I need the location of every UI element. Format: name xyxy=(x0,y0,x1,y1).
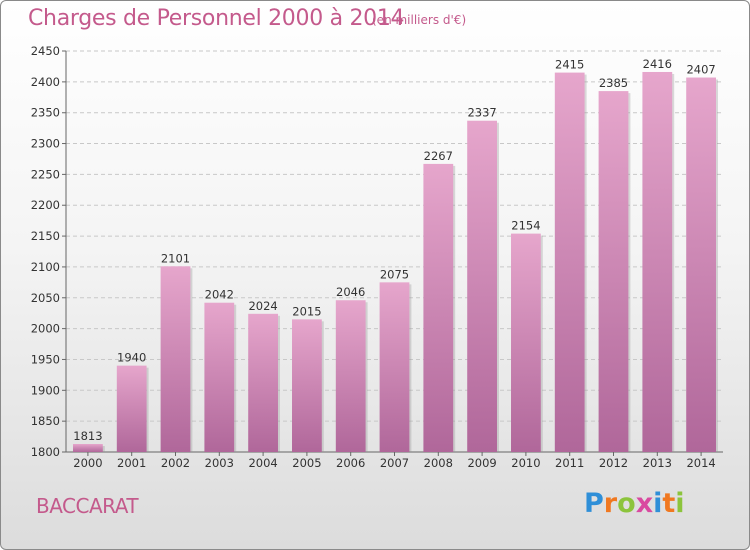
bar xyxy=(292,319,322,452)
y-tick-label: 2200 xyxy=(31,198,60,212)
bar-value-label: 2024 xyxy=(248,299,277,313)
bar-value-label: 2385 xyxy=(599,76,628,90)
y-tick-label: 1900 xyxy=(31,383,60,397)
bar xyxy=(423,163,454,453)
bar-value-label: 2075 xyxy=(380,267,409,281)
y-tick-label: 2050 xyxy=(31,291,60,305)
bar xyxy=(686,77,716,452)
bar-value-label: 2407 xyxy=(686,63,715,77)
bar xyxy=(248,313,278,452)
chart-unit: (en milliers d'€) xyxy=(372,13,467,27)
bar xyxy=(642,71,673,452)
proxiti-logo: Proxiti xyxy=(584,488,685,519)
bar-value-label: 2415 xyxy=(555,58,584,72)
bar xyxy=(379,282,410,452)
y-tick-label: 2150 xyxy=(31,229,60,243)
y-tick-label: 1850 xyxy=(31,414,60,428)
bar xyxy=(73,443,103,452)
bar-value-label: 2416 xyxy=(643,57,672,71)
x-tick-label: 2002 xyxy=(161,456,190,470)
logo-letter: x xyxy=(635,488,654,519)
logo-letter: t xyxy=(662,488,676,519)
x-tick-label: 2004 xyxy=(248,456,277,470)
y-tick-label: 2000 xyxy=(31,322,60,336)
x-tick-label: 2011 xyxy=(555,456,584,470)
logo-letter: i xyxy=(675,488,685,519)
x-tick-label: 2014 xyxy=(686,456,715,470)
x-tick-label: 2000 xyxy=(73,456,102,470)
bar xyxy=(204,302,235,452)
bar-value-label: 2015 xyxy=(292,304,321,318)
commune-name: BACCARAT xyxy=(36,494,139,518)
y-tick-label: 2100 xyxy=(31,260,60,274)
bar-value-label: 1813 xyxy=(73,429,102,443)
bar-value-label: 2046 xyxy=(336,285,365,299)
logo-letter: i xyxy=(653,488,663,519)
bar xyxy=(554,72,585,452)
bar-value-label: 1940 xyxy=(117,351,146,365)
bar xyxy=(467,120,497,452)
bar xyxy=(116,365,147,452)
y-tick-label: 2400 xyxy=(31,75,60,89)
x-tick-label: 2008 xyxy=(424,456,453,470)
bar xyxy=(598,91,629,452)
x-tick-label: 2006 xyxy=(336,456,365,470)
x-tick-label: 2009 xyxy=(467,456,496,470)
x-tick-label: 2003 xyxy=(205,456,234,470)
logo-letter: r xyxy=(603,488,618,519)
x-tick-label: 2007 xyxy=(380,456,409,470)
bar-value-label: 2337 xyxy=(467,106,496,120)
y-tick-label: 1800 xyxy=(31,445,60,459)
x-tick-label: 2005 xyxy=(292,456,321,470)
y-tick-label: 2450 xyxy=(31,44,60,58)
bar-value-label: 2154 xyxy=(511,219,540,233)
logo-letter: P xyxy=(584,488,604,519)
bar xyxy=(511,233,541,452)
x-tick-label: 2012 xyxy=(599,456,628,470)
y-tick-label: 1950 xyxy=(31,352,60,366)
x-tick-label: 2013 xyxy=(643,456,672,470)
x-tick-label: 2001 xyxy=(117,456,146,470)
bar-value-label: 2101 xyxy=(161,251,190,265)
bar-value-label: 2042 xyxy=(205,288,234,302)
y-tick-label: 2350 xyxy=(31,106,60,120)
chart-title: Charges de Personnel 2000 à 2014 xyxy=(28,6,405,31)
bar xyxy=(160,266,191,452)
y-tick-label: 2250 xyxy=(31,167,60,181)
y-tick-label: 2300 xyxy=(31,137,60,151)
logo-letter: o xyxy=(617,488,636,519)
bar xyxy=(335,300,366,452)
x-tick-label: 2010 xyxy=(511,456,540,470)
bar-value-label: 2267 xyxy=(424,149,453,163)
